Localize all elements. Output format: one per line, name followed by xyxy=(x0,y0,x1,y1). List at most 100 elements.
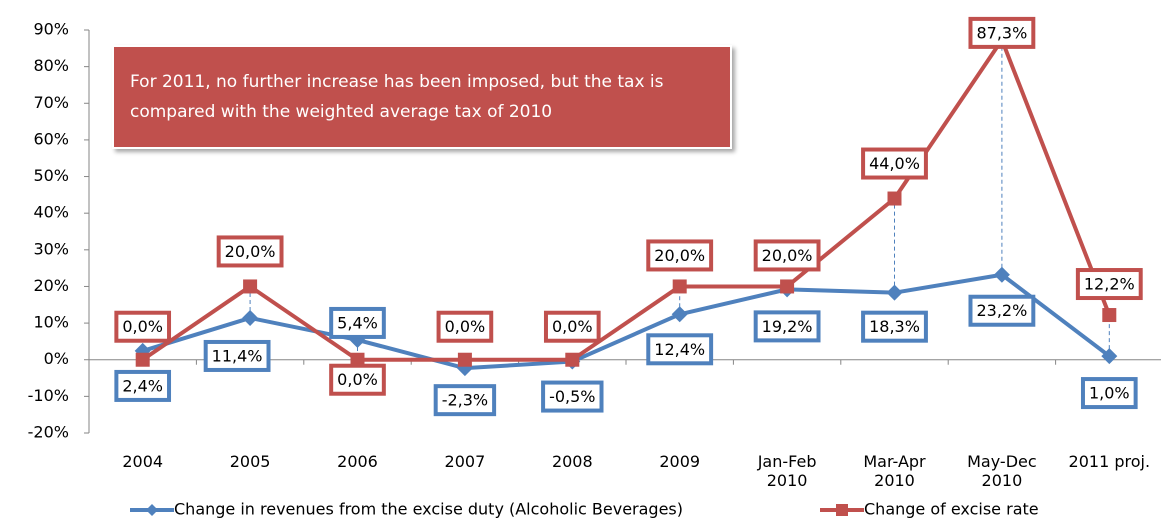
data-label: 0,0% xyxy=(543,310,601,343)
data-label-text: 0,0% xyxy=(552,317,593,336)
data-label-box xyxy=(541,380,604,413)
x-tick-label: 2009 xyxy=(659,452,701,471)
legend-marker xyxy=(146,504,158,516)
marker xyxy=(993,266,1010,283)
data-label: 5,4% xyxy=(329,306,386,339)
data-label-box xyxy=(861,310,928,343)
y-tick-label: 70% xyxy=(33,93,69,112)
series-line xyxy=(141,37,1112,362)
data-label-box xyxy=(114,369,172,402)
data-label-box xyxy=(968,16,1036,49)
annotation: For 2011, no further increase has been i… xyxy=(112,45,732,149)
data-label-text: -0,5% xyxy=(549,387,595,406)
x-tick-label: 2005 xyxy=(229,452,271,471)
data-label-box xyxy=(216,235,284,268)
y-tick-label: 10% xyxy=(33,313,69,332)
marker xyxy=(671,306,688,323)
marker xyxy=(780,279,795,294)
data-label: 0,0% xyxy=(436,310,494,343)
data-label-text: 19,2% xyxy=(762,317,813,336)
marker xyxy=(1102,308,1117,323)
series-line xyxy=(142,272,1111,371)
y-tick-label: 20% xyxy=(33,276,69,295)
y-tick-label: 60% xyxy=(33,129,69,148)
data-label: 12,4% xyxy=(646,333,714,366)
data-label-box xyxy=(1080,377,1138,410)
data-label-box xyxy=(329,306,386,339)
data-label-box xyxy=(753,239,821,272)
x-tick-label: May-Dec 2010 xyxy=(967,452,1037,490)
y-tick-label: -20% xyxy=(28,423,69,442)
x-tick-label: Mar-Apr 2010 xyxy=(863,452,926,490)
x-tick-label: 2011 proj. xyxy=(1068,452,1151,471)
x-tick-label: 2006 xyxy=(337,452,378,471)
data-label-text: 0,0% xyxy=(122,317,163,336)
data-label-text: 0,0% xyxy=(337,370,378,389)
x-tick-label: 2004 xyxy=(122,452,164,471)
data-label: 0,0% xyxy=(114,310,172,343)
data-label-text: 44,0% xyxy=(869,154,920,173)
data-label: 11,4% xyxy=(203,339,271,372)
data-label-text: 0,0% xyxy=(445,317,486,336)
x-tick-label: 2007 xyxy=(444,452,486,471)
data-label-text: 20,0% xyxy=(654,246,705,265)
marker xyxy=(350,352,365,367)
legend-label: Change in revenues from the excise duty … xyxy=(174,500,683,519)
data-label: 2,4% xyxy=(114,369,172,402)
data-label-box xyxy=(753,310,821,343)
marker xyxy=(672,279,687,294)
data-label-box xyxy=(436,310,494,343)
data-label: 20,0% xyxy=(216,235,284,268)
y-tick-label: 40% xyxy=(33,203,69,222)
legend-marker xyxy=(836,504,848,516)
y-tick-label: 90% xyxy=(33,20,69,39)
data-label: 44,0% xyxy=(861,147,928,180)
data-label-text: 5,4% xyxy=(337,313,378,332)
y-tick-label: 50% xyxy=(33,166,69,185)
marker xyxy=(457,352,472,367)
data-label-text: -2,3% xyxy=(442,391,488,410)
data-label-box xyxy=(203,339,271,372)
y-tick-label: 80% xyxy=(33,56,69,75)
data-label: 18,3% xyxy=(861,310,928,343)
data-label-text: 87,3% xyxy=(976,23,1027,42)
data-label-text: 12,2% xyxy=(1084,275,1135,294)
marker xyxy=(887,191,902,206)
data-label-box xyxy=(968,294,1036,327)
x-tick-label: 2008 xyxy=(551,452,593,471)
marker xyxy=(1101,348,1118,365)
marker xyxy=(135,352,150,367)
data-label-box xyxy=(646,239,714,272)
data-label-box xyxy=(646,333,714,366)
data-label: 19,2% xyxy=(753,310,821,343)
data-label: 20,0% xyxy=(646,239,714,272)
data-label-box xyxy=(433,384,497,417)
data-label-text: 12,4% xyxy=(654,340,705,359)
data-label: -0,5% xyxy=(541,380,604,413)
data-label: -2,3% xyxy=(433,384,497,417)
y-tick-label: 30% xyxy=(33,239,69,258)
data-label: 87,3% xyxy=(968,16,1036,49)
data-label-box xyxy=(1075,268,1143,301)
y-tick-label: -10% xyxy=(28,386,69,405)
data-label-box xyxy=(114,310,172,343)
data-label-text: 20,0% xyxy=(762,246,813,265)
data-label-text: 18,3% xyxy=(869,317,920,336)
marker xyxy=(243,279,258,294)
data-label: 20,0% xyxy=(753,239,821,272)
legend-label: Change of excise rate xyxy=(864,500,1039,519)
data-label-text: 1,0% xyxy=(1089,384,1130,403)
marker xyxy=(565,352,580,367)
marker xyxy=(242,309,259,326)
data-label: 12,2% xyxy=(1075,268,1143,301)
data-label: 1,0% xyxy=(1080,377,1138,410)
data-label: 23,2% xyxy=(968,294,1036,327)
data-label-box xyxy=(329,363,386,396)
marker xyxy=(886,284,903,301)
data-label-text: 23,2% xyxy=(976,301,1027,320)
data-label: 0,0% xyxy=(329,363,386,396)
data-label-text: 2,4% xyxy=(122,376,163,395)
x-tick-label: Jan-Feb 2010 xyxy=(757,452,817,490)
data-label-box xyxy=(861,147,928,180)
